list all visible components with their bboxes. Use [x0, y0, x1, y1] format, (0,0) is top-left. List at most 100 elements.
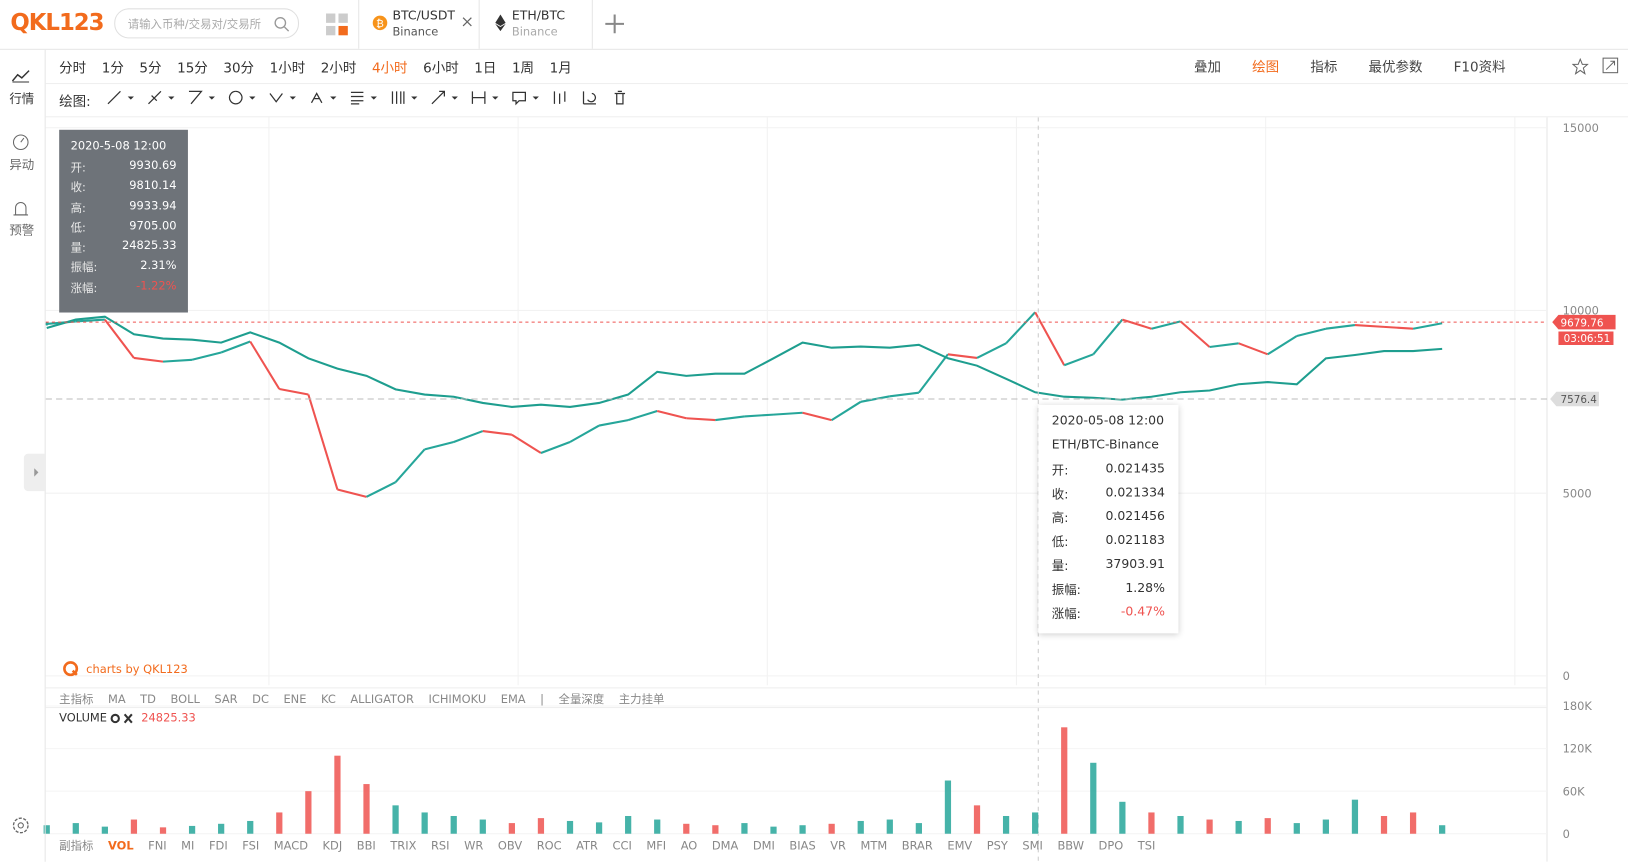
tab-active[interactable]: ₿ BTC/USDT Binance: [358, 0, 480, 49]
sidebar-item[interactable]: 预警: [9, 223, 35, 238]
period[interactable]: 分时: [59, 61, 87, 77]
close-icon[interactable]: [462, 17, 472, 27]
period[interactable]: 1月: [549, 61, 572, 77]
draw-tool[interactable]: [349, 89, 380, 106]
sub-indicator[interactable]: BBW: [1057, 838, 1085, 852]
main-indicator[interactable]: ICHIMOKU: [428, 692, 487, 706]
sub-indicator[interactable]: RSI: [430, 838, 450, 852]
sub-indicator[interactable]: VOL: [107, 838, 134, 852]
logo[interactable]: QKL123: [10, 10, 104, 37]
sub-indicator[interactable]: PSY: [986, 838, 1008, 852]
sidebar-item[interactable]: 行情: [9, 91, 35, 106]
sub-indicator[interactable]: OBV: [497, 838, 523, 852]
period[interactable]: 1分: [101, 61, 124, 77]
draw-tool[interactable]: [389, 89, 420, 106]
tool[interactable]: F10资料: [1453, 60, 1506, 76]
draw-tool[interactable]: [146, 89, 177, 106]
main-indicator[interactable]: |: [540, 692, 545, 706]
period[interactable]: 1日: [474, 61, 497, 77]
sub-indicator[interactable]: FDI: [208, 838, 228, 852]
main-indicator[interactable]: BOLL: [170, 692, 200, 706]
dropdown-caret: [249, 96, 256, 100]
draw-tool[interactable]: [268, 89, 299, 106]
tool-glyph: [553, 91, 566, 104]
main-indicator[interactable]: 主指标: [59, 692, 94, 707]
layout-icon[interactable]: [326, 13, 349, 36]
main-indicator[interactable]: SAR: [214, 692, 238, 706]
search-box[interactable]: 请输入币种/交易对/交易所: [114, 8, 300, 39]
sub-indicator[interactable]: VR: [830, 838, 846, 852]
period[interactable]: 1周: [511, 61, 535, 77]
sidebar-item[interactable]: 异动: [9, 157, 35, 173]
sub-indicator[interactable]: 副指标: [59, 838, 94, 853]
period[interactable]: 2小时: [320, 61, 357, 77]
main-indicator[interactable]: DC: [252, 692, 269, 706]
sub-indicator[interactable]: ATR: [576, 838, 598, 852]
price-segment: [1383, 325, 1414, 330]
volume-bar: [973, 805, 981, 834]
sub-indicator[interactable]: WR: [464, 838, 484, 852]
sub-indicator[interactable]: KDJ: [322, 838, 343, 852]
period[interactable]: 6小时: [423, 61, 459, 77]
sub-indicator[interactable]: BRAR: [901, 838, 933, 852]
tool[interactable]: 最优参数: [1368, 60, 1423, 76]
main-indicator[interactable]: ALLIGATOR: [350, 692, 414, 706]
sub-indicator[interactable]: ROC: [536, 838, 562, 852]
period[interactable]: 5分: [139, 61, 162, 77]
draw-tool[interactable]: [470, 89, 501, 106]
draw-tool[interactable]: [581, 89, 598, 106]
sub-indicator[interactable]: DMA: [711, 838, 739, 852]
volume-bar: [1002, 815, 1010, 834]
main-indicator[interactable]: KC: [320, 692, 336, 706]
add-tab[interactable]: [603, 12, 626, 35]
draw-tool[interactable]: [612, 89, 629, 106]
watermark-text: charts by QKL123: [86, 661, 188, 676]
sub-indicator[interactable]: BBI: [356, 838, 376, 852]
main-indicator[interactable]: TD: [140, 692, 156, 706]
sub-indicator[interactable]: TSI: [1137, 838, 1156, 852]
tool[interactable]: 绘图: [1252, 60, 1280, 76]
star-icon[interactable]: [1571, 58, 1589, 75]
sub-indicator[interactable]: MTM: [860, 838, 888, 852]
sub-indicator[interactable]: EMV: [947, 838, 973, 852]
period[interactable]: 30分: [223, 61, 255, 77]
sub-indicator[interactable]: CCI: [612, 838, 632, 852]
sub-indicator[interactable]: FSI: [242, 838, 260, 852]
period[interactable]: 4小时: [371, 61, 408, 77]
ohlc-row: 收: 9810.14: [59, 179, 188, 199]
draw-tool[interactable]: [187, 89, 218, 106]
sub-indicator[interactable]: BIAS: [789, 838, 816, 852]
sub-indicator[interactable]: SMI: [1022, 838, 1043, 852]
main-indicator[interactable]: MA: [107, 692, 126, 706]
draw-tool[interactable]: [106, 89, 137, 106]
collapse-tab[interactable]: [23, 453, 45, 492]
sub-indicator[interactable]: DPO: [1098, 838, 1124, 852]
tool[interactable]: 指标: [1310, 60, 1338, 76]
sub-indicator[interactable]: FNI: [148, 838, 167, 852]
sub-indicator[interactable]: TRIX: [390, 838, 417, 852]
main-indicator[interactable]: EMA: [500, 692, 526, 706]
sub-indicator[interactable]: MACD: [273, 838, 309, 852]
main-indicator[interactable]: ENE: [283, 692, 307, 706]
tooltip-value: 0.021456: [1105, 508, 1165, 524]
draw-tool[interactable]: [551, 89, 568, 106]
tab[interactable]: ETH/BTC Binance: [479, 0, 593, 49]
volume-icons[interactable]: [110, 712, 135, 724]
main-indicator[interactable]: 全量深度: [558, 692, 605, 707]
settings-icon[interactable]: [11, 816, 30, 835]
tool[interactable]: 叠加: [1194, 60, 1222, 76]
sub-indicator[interactable]: MI: [181, 838, 195, 852]
main-indicator[interactable]: 主力挂单: [618, 692, 665, 707]
draw-tool[interactable]: [430, 89, 461, 106]
period[interactable]: 1小时: [269, 61, 306, 77]
draw-tool[interactable]: [227, 89, 258, 106]
sub-indicator[interactable]: DMI: [752, 838, 775, 852]
draw-tool[interactable]: [308, 89, 339, 106]
fullscreen-icon[interactable]: [1602, 57, 1619, 74]
sub-indicator[interactable]: AO: [680, 838, 698, 852]
draw-tool[interactable]: [511, 89, 542, 106]
period[interactable]: 15分: [177, 61, 208, 77]
ohlc-label: 收:: [70, 180, 86, 195]
sub-indicator[interactable]: MFI: [646, 838, 667, 852]
